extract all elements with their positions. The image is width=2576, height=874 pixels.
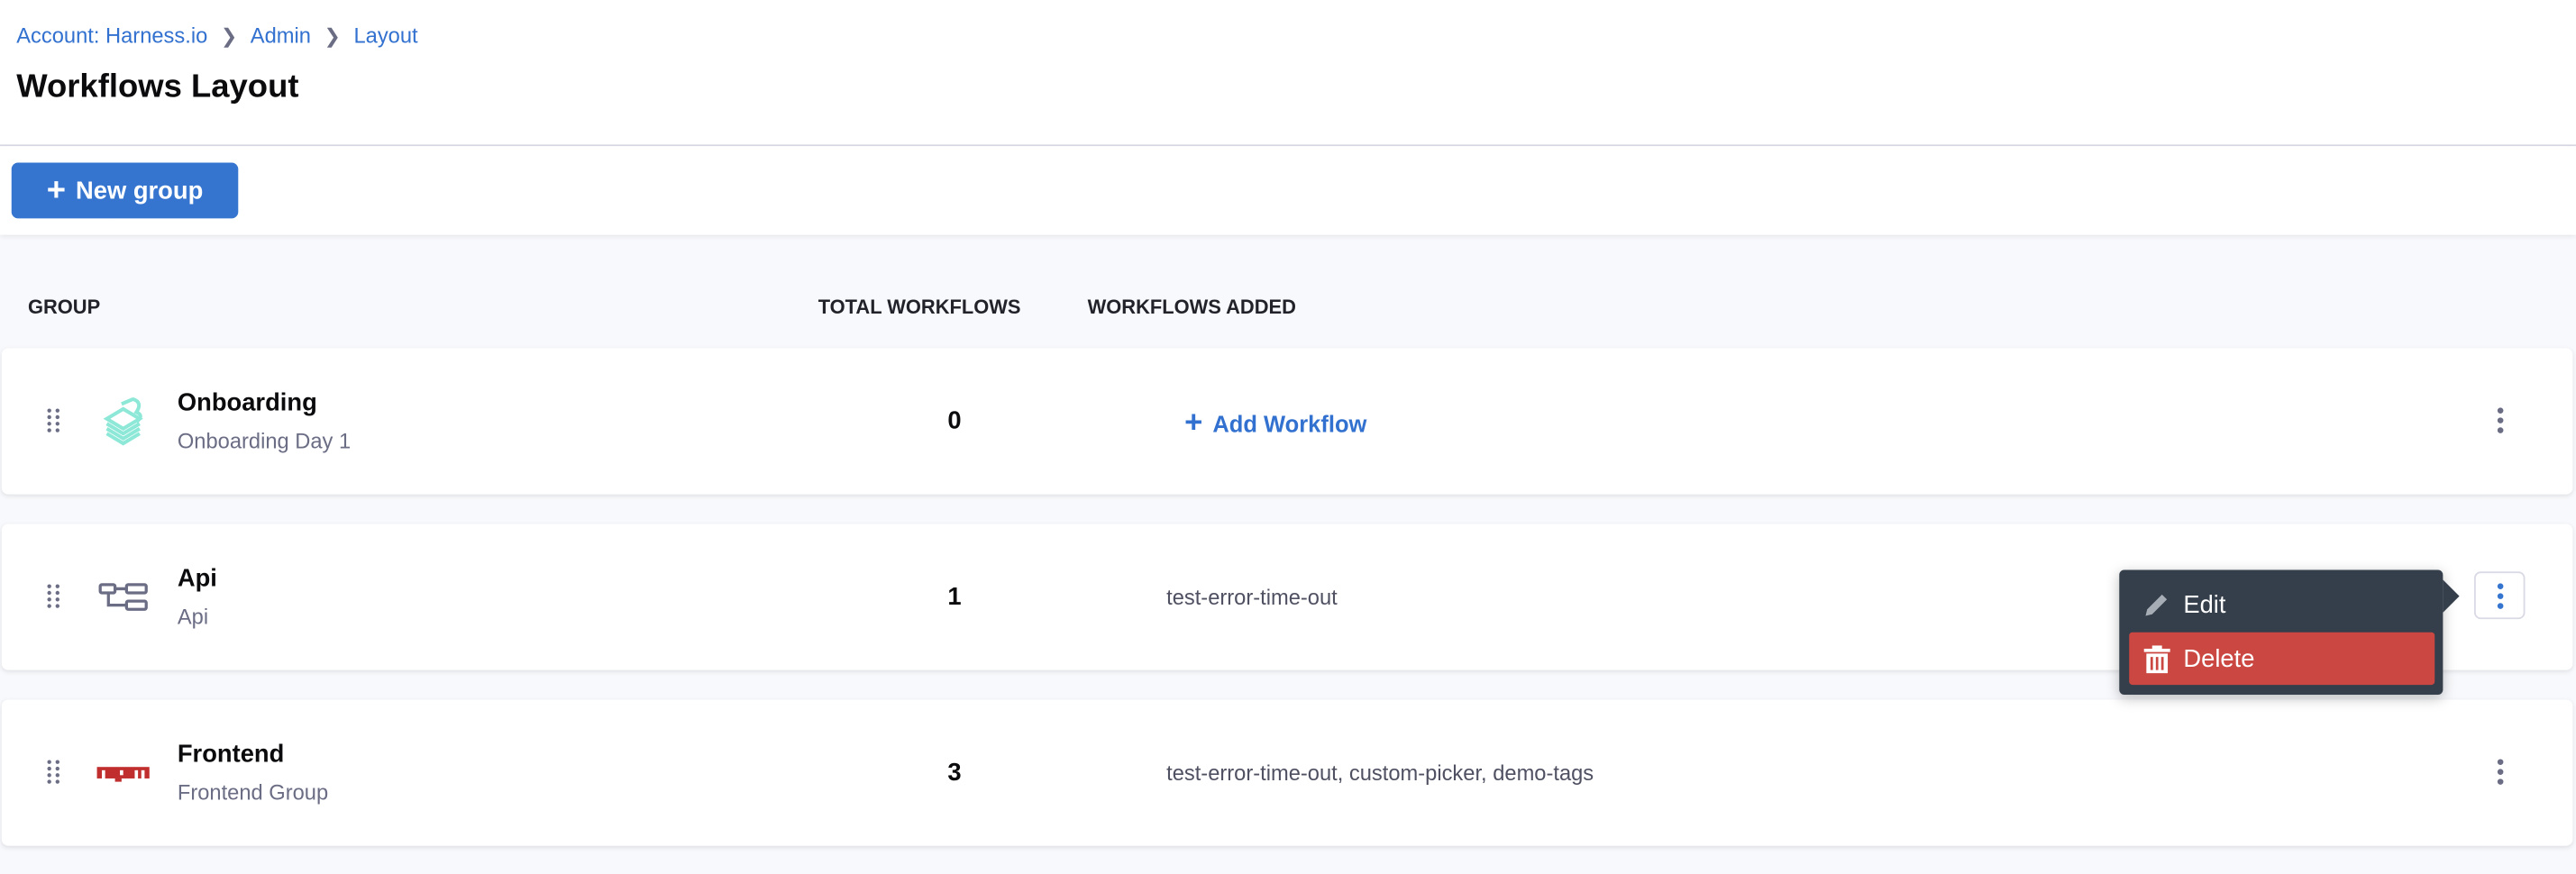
page-header: Account: Harness.io ❯ Admin ❯ Layout Workf… [0,0,2576,147]
breadcrumb-admin[interactable]: Admin [250,23,311,48]
kebab-icon [2496,582,2503,608]
more-options-button[interactable] [2474,747,2526,795]
group-name: Frontend [177,741,285,769]
workflow-count: 3 [947,759,962,788]
row-actions-menu: Edit Delete [2119,569,2460,696]
column-header-group: GROUP [27,296,101,319]
workflows-added: test-error-time-out, custom-picker, demo… [1166,760,1594,786]
add-workflow-button[interactable]: + Add Workflow [1184,407,1366,439]
column-header-added: WORKFLOWS ADDED [1087,296,1296,319]
add-workflow-label: Add Workflow [1212,409,1367,436]
drag-handle-icon[interactable] [46,583,62,609]
layers-icon [97,397,150,447]
group-subtitle: Frontend Group [177,779,329,806]
kebab-icon [2496,406,2503,432]
new-group-label: New group [76,176,204,205]
flow-icon [97,573,150,623]
npm-icon [96,749,150,798]
breadcrumb: Account: Harness.io ❯ Admin ❯ Layout [16,23,417,48]
toolbar: + New group [0,146,2576,235]
group-subtitle: Api [177,604,209,630]
breadcrumb-account[interactable]: Account: Harness.io [16,23,208,48]
table-row: Onboarding Onboarding Day 1 0 + Add Workf… [1,348,2573,495]
group-subtitle: Onboarding Day 1 [177,428,352,454]
plus-icon: + [46,172,67,209]
workflow-count: 1 [947,583,962,612]
kebab-icon [2496,758,2503,784]
table-row: Frontend Frontend Group 3 test-error-tim… [1,699,2573,846]
group-name: Onboarding [177,388,317,417]
more-options-button[interactable] [2473,571,2526,620]
breadcrumb-layout[interactable]: Layout [353,23,418,48]
page-title: Workflows Layout [16,68,299,105]
chevron-right-icon: ❯ [324,23,341,47]
chevron-right-icon: ❯ [220,23,238,47]
column-header-total: TOTAL WORKFLOWS [818,296,1021,319]
pencil-icon [2145,594,2168,616]
workflows-added: test-error-time-out [1166,584,1338,610]
menu-item-edit[interactable]: Edit [2129,578,2434,631]
menu-item-label: Delete [2183,644,2255,673]
drag-handle-icon[interactable] [46,759,62,785]
menu-item-delete[interactable]: Delete [2129,632,2435,686]
menu-item-label: Edit [2183,590,2226,619]
trash-icon [2143,644,2170,673]
drag-handle-icon[interactable] [46,407,62,433]
plus-icon: + [1184,405,1203,441]
workflow-count: 0 [947,407,962,436]
more-options-button[interactable] [2474,396,2526,443]
group-name: Api [177,565,217,593]
new-group-button[interactable]: + New group [11,162,239,219]
